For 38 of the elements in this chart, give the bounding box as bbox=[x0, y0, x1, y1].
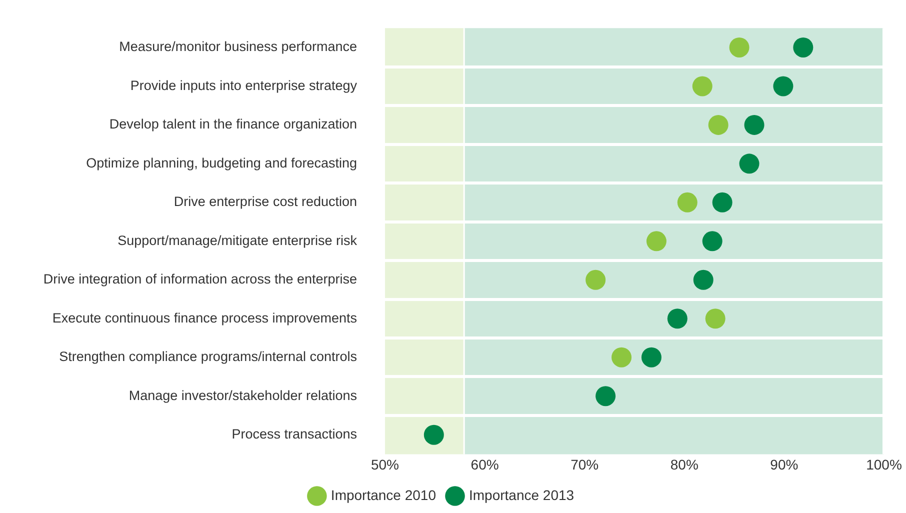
point bbox=[677, 192, 698, 212]
point bbox=[739, 154, 760, 174]
y-tick-label: Provide inputs into enterprise strategy bbox=[130, 78, 358, 93]
point bbox=[793, 37, 814, 58]
point bbox=[646, 231, 666, 252]
point bbox=[693, 270, 714, 290]
y-tick-label: Manage investor/stakeholder relations bbox=[128, 388, 358, 403]
point bbox=[702, 231, 722, 252]
y-tick-label: Optimize planning, budgeting and forecasting bbox=[86, 155, 357, 170]
point bbox=[773, 76, 794, 96]
y-tick-label: Drive integration of information across the enterprise bbox=[43, 272, 357, 287]
point bbox=[596, 386, 616, 406]
point bbox=[729, 37, 750, 58]
point bbox=[586, 270, 606, 290]
legend-label: Importance 2010 bbox=[330, 486, 436, 503]
point bbox=[712, 192, 732, 212]
x-tick-label: 60% bbox=[470, 456, 499, 472]
y-tick-label: Execute continuous finance process improvements bbox=[52, 310, 358, 326]
y-tick-label: Develop talent in the finance organization bbox=[109, 116, 357, 132]
point bbox=[641, 347, 662, 368]
point bbox=[744, 114, 764, 135]
y-tick-label: Drive enterprise cost reduction bbox=[174, 194, 357, 210]
y-tick-label: Support/manage/mitigate enterprise risk bbox=[118, 232, 358, 248]
point bbox=[708, 114, 728, 135]
legend-label: Importance 2013 bbox=[469, 486, 574, 503]
x-tick-label: 100% bbox=[866, 456, 902, 472]
point bbox=[612, 347, 632, 368]
y-tick-label: Strengthen compliance programs/internal controls bbox=[59, 349, 358, 364]
x-tick-label: 50% bbox=[370, 456, 400, 472]
point bbox=[692, 76, 712, 96]
x-tick-label: 90% bbox=[770, 456, 798, 472]
y-tick-label: Process transactions bbox=[232, 426, 358, 442]
x-tick-label: 70% bbox=[570, 456, 599, 472]
point bbox=[667, 308, 688, 329]
point bbox=[424, 424, 444, 445]
y-tick-label: Measure/monitor business performance bbox=[119, 39, 357, 54]
point bbox=[705, 308, 726, 329]
x-tick-label: 80% bbox=[670, 456, 698, 472]
